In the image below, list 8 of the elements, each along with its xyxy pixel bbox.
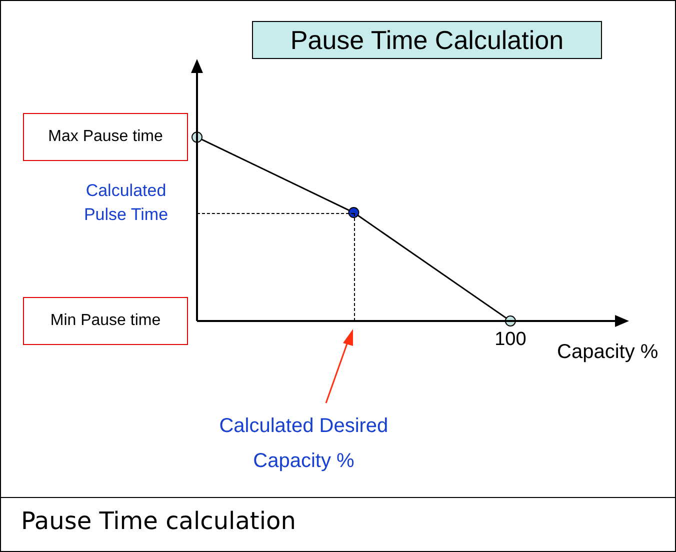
text: 100 xyxy=(494,329,528,351)
text: Pause Time calculation xyxy=(1,497,675,551)
text: Min Pause time xyxy=(23,297,188,345)
text: Max Pause time xyxy=(23,113,188,162)
text: Calculated Desired Capacity % xyxy=(218,414,390,474)
x-axis-title: Capacity % xyxy=(557,341,658,364)
chart-title: Pause Time Calculation xyxy=(252,21,602,59)
text: Calculated Pulse Time xyxy=(82,180,170,226)
